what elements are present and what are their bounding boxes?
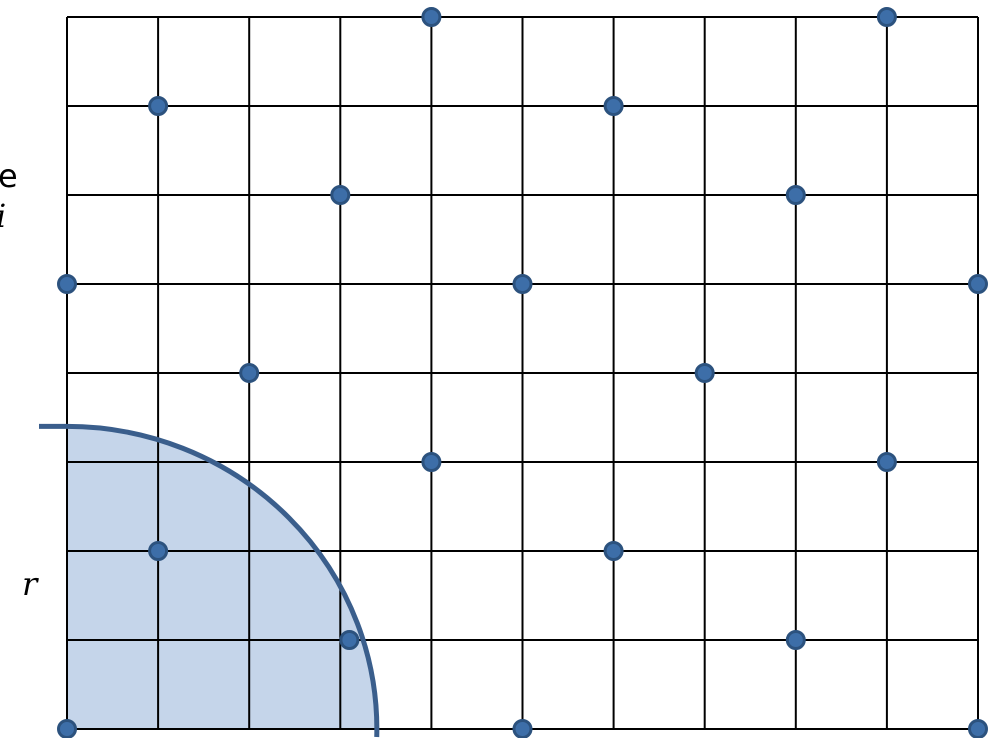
region-arc — [39, 423, 380, 738]
region-fill — [67, 426, 377, 729]
lattice-point — [148, 96, 169, 116]
lattice-point — [339, 630, 360, 650]
quarter-circle-region — [67, 426, 377, 729]
lattice-point — [330, 185, 351, 205]
clipped-label-top: e — [0, 157, 18, 195]
clipped-label-bottom: i — [0, 200, 6, 232]
lattice-point — [57, 719, 77, 738]
radius-label: r — [22, 565, 38, 603]
lattice-point — [421, 7, 442, 27]
quarter-circle-arc — [39, 423, 380, 738]
lattice-point — [603, 96, 624, 116]
lattice-point — [603, 541, 624, 561]
lattice-points — [57, 7, 988, 738]
lattice-point — [876, 452, 897, 472]
lattice-point — [57, 274, 77, 294]
lattice-point — [968, 274, 988, 294]
lattice-point — [968, 719, 988, 738]
lattice-point — [421, 452, 442, 472]
lattice-point — [148, 541, 169, 561]
lattice-point — [239, 363, 260, 383]
lattice-point — [785, 630, 806, 650]
lattice-point — [876, 7, 897, 27]
lattice-point — [694, 363, 715, 383]
lattice-point — [512, 719, 533, 738]
lattice-point — [785, 185, 806, 205]
lattice-point — [512, 274, 533, 294]
